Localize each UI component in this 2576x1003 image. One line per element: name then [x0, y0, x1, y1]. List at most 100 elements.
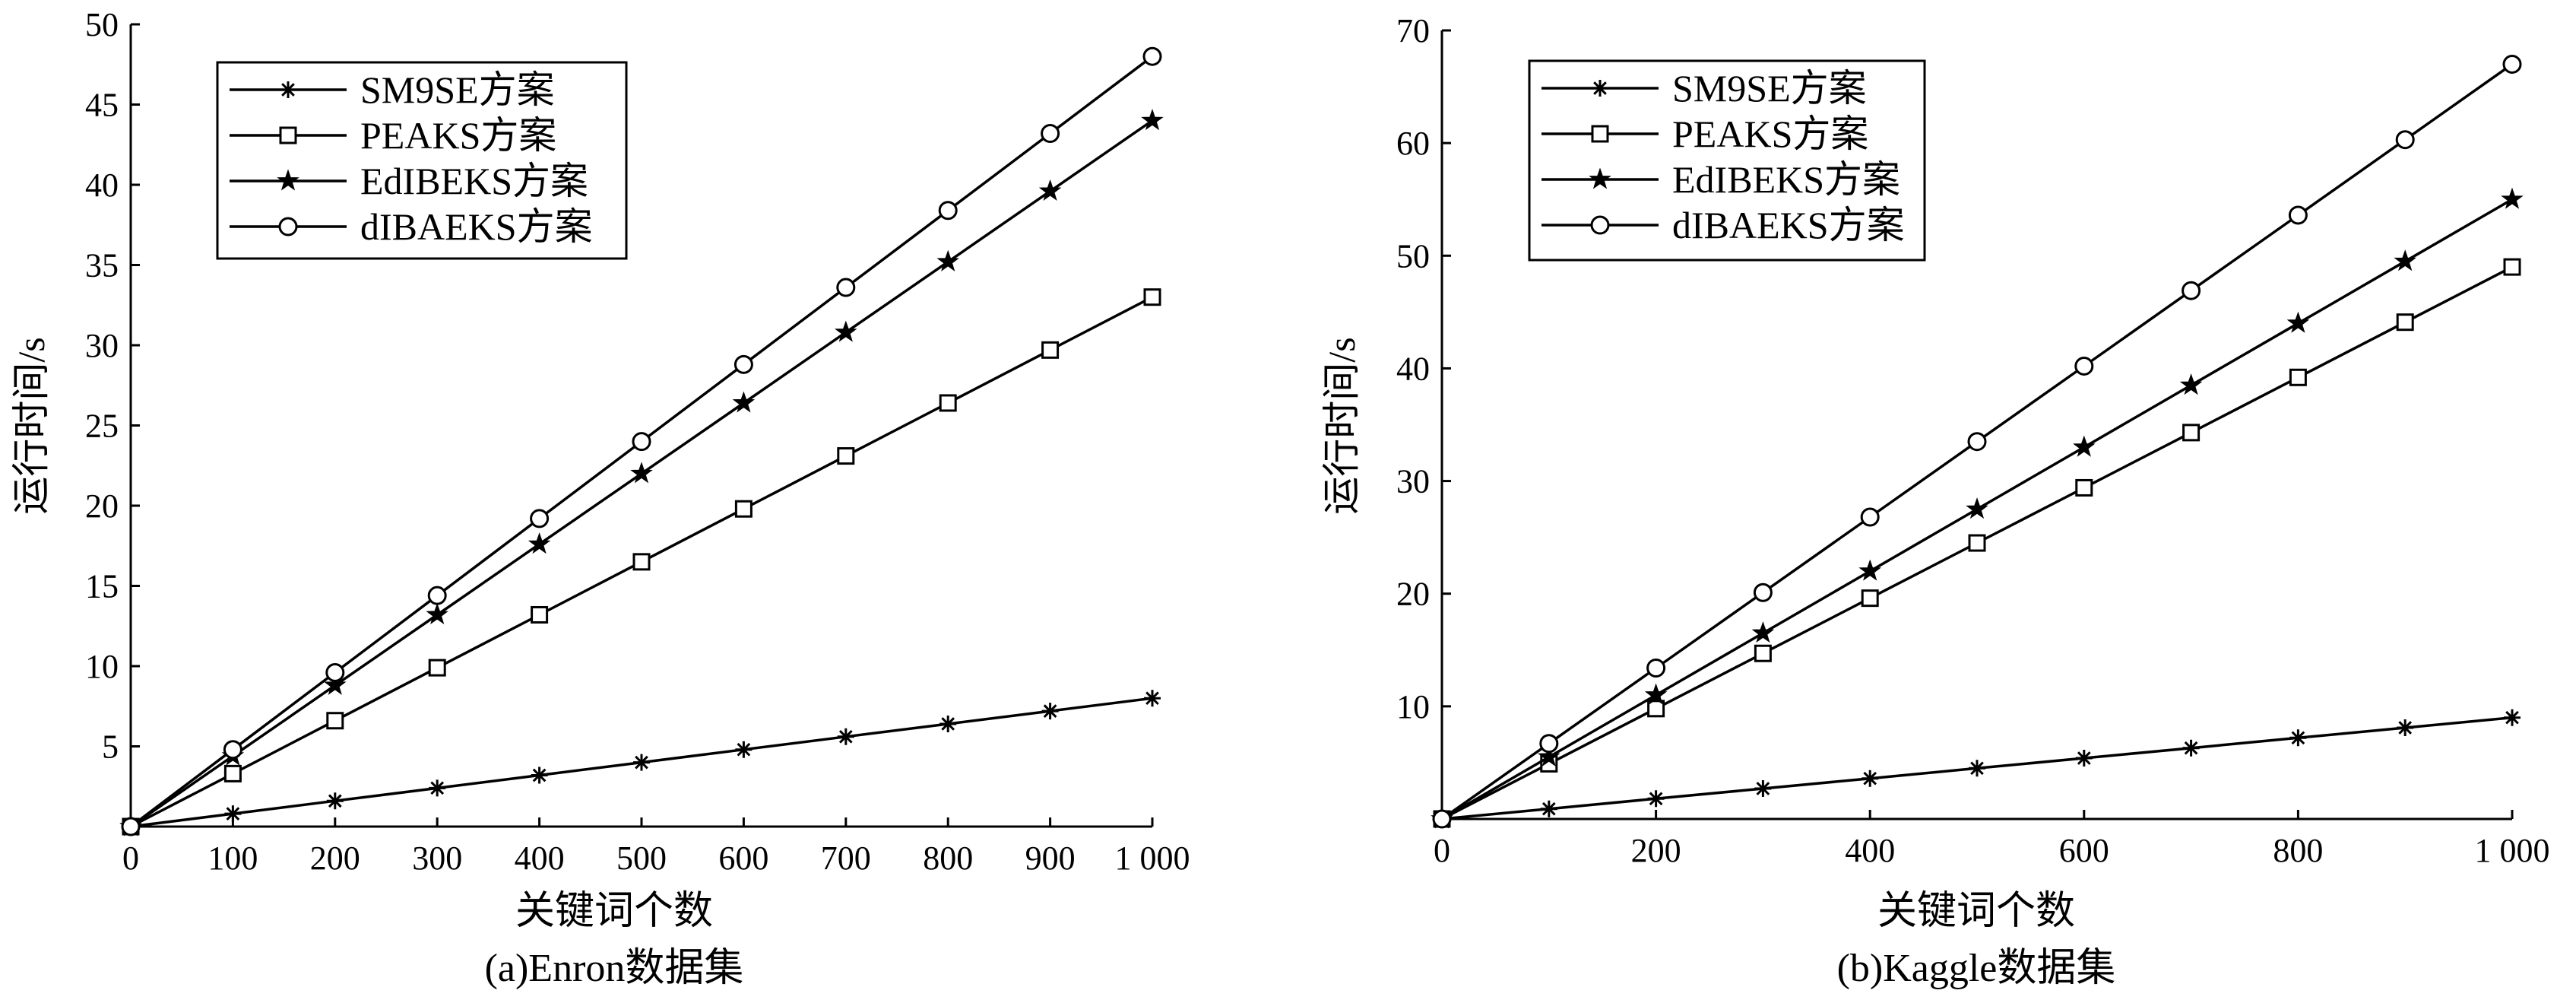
- data-point: [1968, 534, 1986, 552]
- data-point: [427, 586, 447, 605]
- data-point: [1969, 760, 1985, 777]
- data-point: [939, 716, 957, 732]
- data-point: [1041, 341, 1060, 359]
- data-point: [2179, 373, 2203, 395]
- y-tick-label: 50: [1396, 237, 1430, 275]
- legend-marker: [1589, 167, 1611, 189]
- y-tick-label: 20: [85, 487, 119, 525]
- data-point: [632, 432, 651, 452]
- data-point: [936, 249, 959, 271]
- data-point: [1038, 179, 1062, 202]
- data-point: [224, 805, 242, 823]
- legend-marker: [279, 126, 297, 144]
- x-tick-label: 400: [1845, 832, 1895, 869]
- data-point: [633, 754, 650, 771]
- x-axis-label: 关键词个数: [1877, 890, 2075, 933]
- data-point: [528, 532, 551, 554]
- data-point: [326, 712, 344, 730]
- series-4: [1432, 54, 2522, 829]
- y-tick-label: 20: [1396, 576, 1430, 613]
- data-point: [1861, 589, 1879, 608]
- data-point: [2394, 249, 2416, 271]
- data-point: [326, 792, 344, 810]
- data-point: [1967, 432, 1987, 452]
- x-tick-label: 100: [208, 840, 258, 877]
- x-tick-label: 800: [2273, 832, 2323, 869]
- data-point: [735, 741, 753, 758]
- data-point: [2504, 709, 2521, 726]
- y-tick-label: 10: [1396, 688, 1430, 725]
- data-point: [734, 500, 753, 518]
- x-tick-label: 800: [923, 840, 973, 877]
- x-tick-label: 600: [2059, 832, 2109, 869]
- x-tick-label: 0: [1434, 832, 1450, 869]
- data-point: [1858, 559, 1881, 581]
- legend-label: SM9SE方案: [1672, 67, 1867, 110]
- x-tick-label: 400: [515, 840, 565, 877]
- data-point: [837, 728, 854, 745]
- y-tick-label: 15: [85, 568, 119, 605]
- data-point: [2289, 368, 2307, 386]
- data-point: [1647, 790, 1665, 808]
- legend-label: PEAKS方案: [360, 114, 556, 157]
- data-point: [223, 764, 242, 782]
- legend-label: PEAKS方案: [1672, 113, 1868, 155]
- legend-label: EdIBEKS方案: [360, 160, 588, 202]
- data-point: [836, 278, 856, 297]
- data-point: [1647, 700, 1665, 718]
- y-tick-label: 50: [85, 6, 119, 43]
- legend-item: EdIBEKS方案: [1541, 158, 1900, 201]
- data-point: [1540, 800, 1557, 817]
- data-point: [2288, 205, 2308, 225]
- data-point: [1143, 288, 1161, 306]
- data-point: [2396, 313, 2414, 332]
- data-point: [835, 320, 857, 342]
- data-point: [1041, 123, 1060, 143]
- y-tick-label: 70: [1396, 12, 1430, 49]
- legend-item: EdIBEKS方案: [230, 160, 588, 202]
- data-point: [1751, 621, 1775, 643]
- data-point: [426, 602, 448, 625]
- x-tick-label: 600: [718, 840, 768, 877]
- legend-marker: [280, 81, 296, 98]
- x-tick-label: 500: [616, 840, 667, 877]
- data-point: [531, 767, 548, 784]
- series-1: [1434, 709, 2521, 827]
- legend-marker: [277, 169, 299, 191]
- data-point: [1862, 770, 1879, 787]
- series-2: [1433, 258, 2521, 828]
- x-tick-label: 0: [122, 840, 139, 877]
- data-point: [2503, 258, 2521, 276]
- x-tick-label: 1 000: [2475, 832, 2550, 869]
- legend-marker: [278, 217, 298, 236]
- series-2: [122, 288, 1161, 836]
- data-point: [2397, 719, 2414, 736]
- data-point: [732, 391, 756, 413]
- data-point: [1966, 497, 1988, 519]
- data-point: [1754, 780, 1772, 797]
- legend-label: dIBAEKS方案: [1672, 204, 1905, 246]
- y-axis-label: 运行时间/s: [10, 337, 52, 514]
- chart-panel-2: 10 20 30 40 50 60 70 0 200 400 600 800 1 000 关键词个数 运行时…: [1320, 12, 2550, 990]
- data-point: [2073, 435, 2096, 457]
- data-point: [1141, 109, 1164, 131]
- y-tick-label: 25: [85, 408, 119, 445]
- data-point: [2075, 478, 2093, 497]
- y-axis-label: 运行时间/s: [1320, 337, 1363, 514]
- data-point: [121, 817, 141, 836]
- data-point: [1142, 46, 1162, 66]
- y-tick-label: 10: [85, 648, 119, 685]
- legend-marker: [1592, 80, 1608, 97]
- x-tick-label: 200: [1631, 832, 1681, 869]
- data-point: [2289, 729, 2307, 747]
- data-point: [428, 659, 446, 677]
- data-point: [2501, 187, 2524, 209]
- data-point: [531, 605, 549, 624]
- y-tick-label: 30: [85, 327, 119, 364]
- data-point: [938, 201, 958, 221]
- data-point: [1041, 703, 1059, 720]
- data-point: [325, 662, 345, 682]
- data-point: [1753, 582, 1773, 602]
